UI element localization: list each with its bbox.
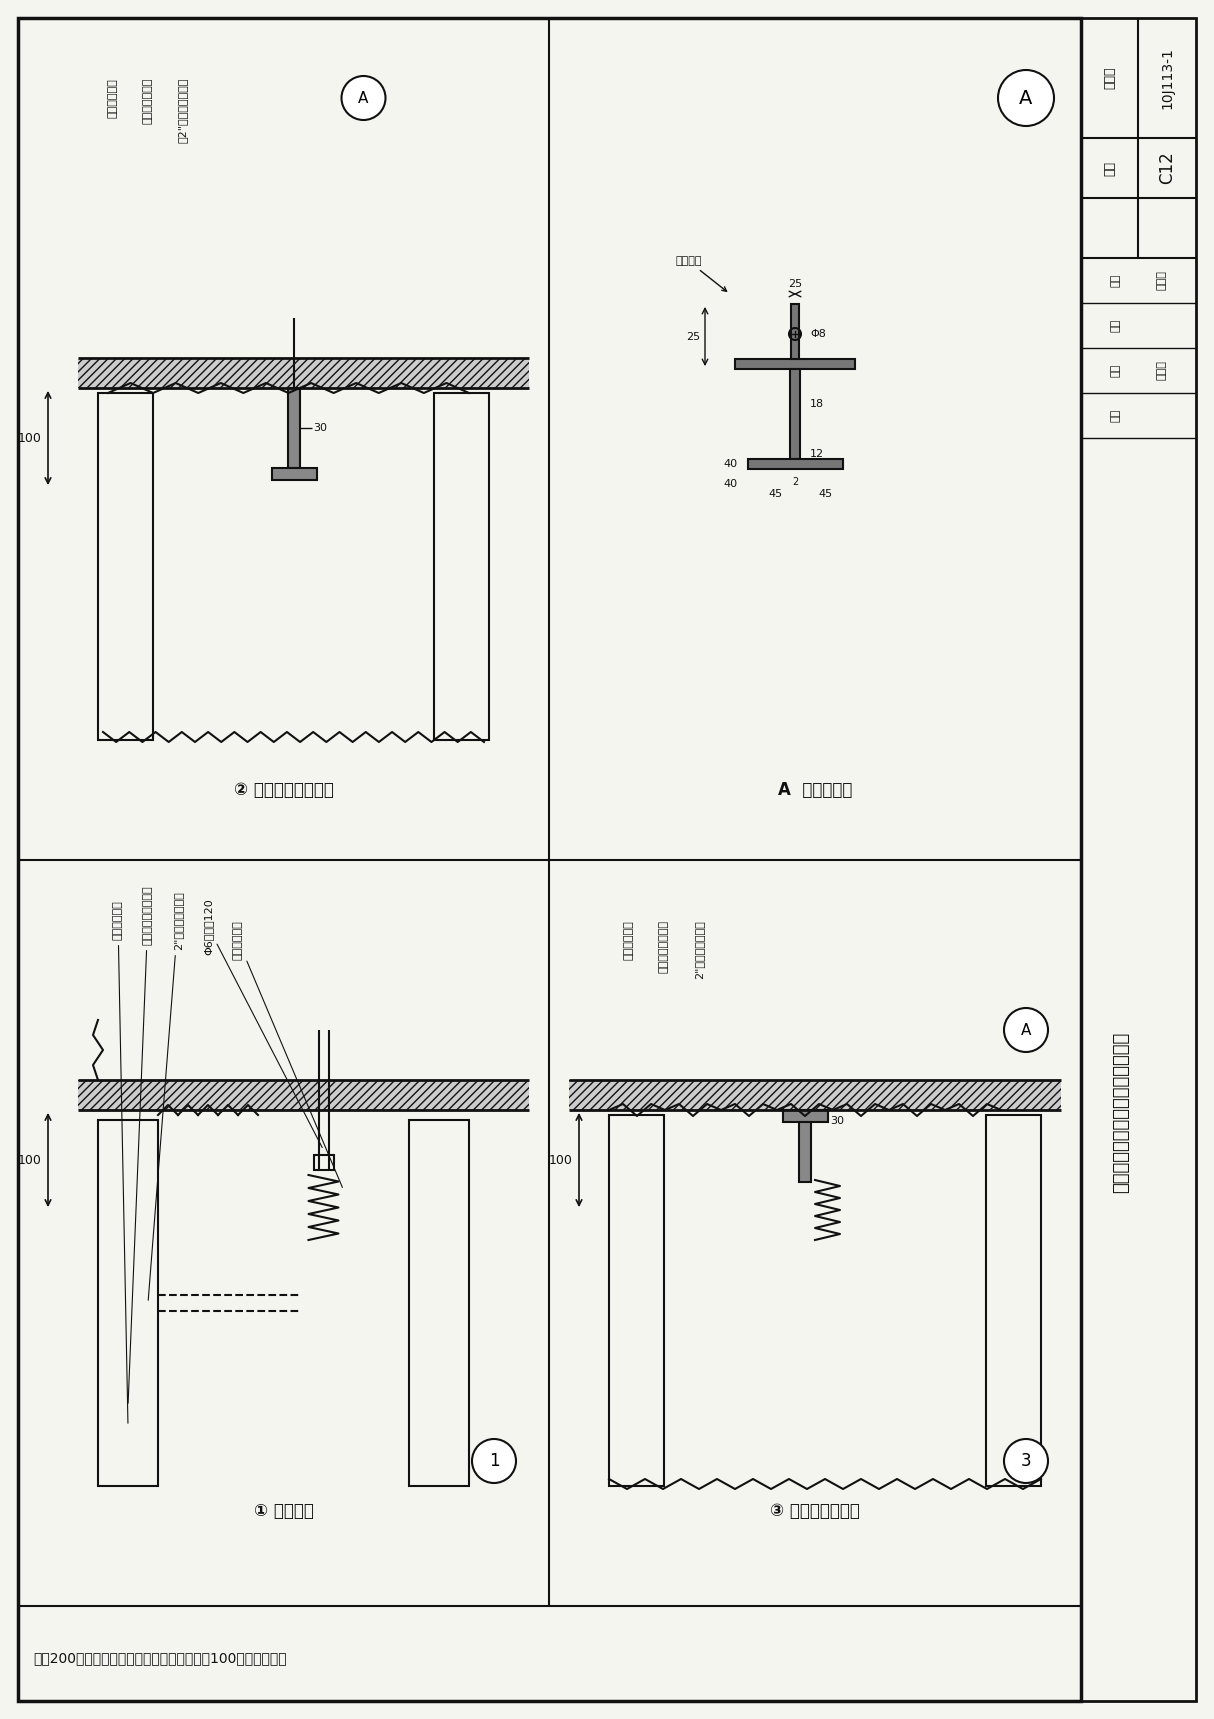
Text: 植物纤维条板开孔用: 植物纤维条板开孔用 xyxy=(129,885,153,1403)
Text: 100: 100 xyxy=(549,1153,573,1167)
Bar xyxy=(569,1080,1061,1110)
Circle shape xyxy=(1004,1439,1048,1483)
Text: 植物纤维条板: 植物纤维条板 xyxy=(113,901,127,1423)
Text: 25: 25 xyxy=(686,332,700,342)
Bar xyxy=(783,1110,828,1123)
Bar xyxy=(790,370,800,459)
Text: 2"粘结剂预埋钢件: 2"粘结剂预埋钢件 xyxy=(694,920,704,978)
Text: 审核: 审核 xyxy=(1111,273,1121,287)
Text: 2"粘结剂预埋钢件: 2"粘结剂预埋钢件 xyxy=(148,890,183,1300)
Circle shape xyxy=(998,70,1054,125)
Text: A: A xyxy=(1020,88,1033,108)
Text: 图集号: 图集号 xyxy=(1104,67,1116,89)
Text: ② 钢板垂直吊挂埋件: ② 钢板垂直吊挂埋件 xyxy=(233,780,334,799)
Text: 用2"粘结剂预埋钢件: 用2"粘结剂预埋钢件 xyxy=(178,77,188,143)
Text: 植物纤维条板预埋件、吊挂件节点: 植物纤维条板预埋件、吊挂件节点 xyxy=(1112,1031,1130,1193)
Text: 植物纤维条板: 植物纤维条板 xyxy=(624,920,634,959)
Text: 10J113-1: 10J113-1 xyxy=(1161,46,1174,108)
Circle shape xyxy=(472,1439,516,1483)
Text: 张云东: 张云东 xyxy=(1157,270,1167,291)
Bar xyxy=(792,304,799,359)
Text: A: A xyxy=(1021,1023,1031,1038)
Text: 页次: 页次 xyxy=(1104,160,1116,175)
Text: 注：200厚植物纤维条板上设置吊挂件时参照100厚条板构造。: 注：200厚植物纤维条板上设置吊挂件时参照100厚条板构造。 xyxy=(33,1650,287,1666)
Text: 30: 30 xyxy=(830,1116,844,1126)
Text: 2: 2 xyxy=(792,476,798,486)
Text: A: A xyxy=(358,91,369,105)
Bar xyxy=(799,1123,811,1183)
Text: 设计: 设计 xyxy=(1111,364,1121,376)
Bar xyxy=(433,394,489,739)
Text: 1: 1 xyxy=(489,1453,499,1470)
Text: 制图: 制图 xyxy=(1111,409,1121,423)
Text: 100: 100 xyxy=(18,1153,42,1167)
Bar xyxy=(78,358,529,388)
Bar xyxy=(272,468,317,480)
Bar xyxy=(98,394,153,739)
Text: 12: 12 xyxy=(810,449,824,459)
Bar xyxy=(409,1121,469,1485)
Text: 25: 25 xyxy=(788,278,802,289)
Bar xyxy=(18,17,1080,1702)
Text: 入墙面线: 入墙面线 xyxy=(675,256,727,291)
Text: 杨公东: 杨公东 xyxy=(1157,361,1167,380)
Bar xyxy=(98,1121,158,1485)
Bar xyxy=(1080,17,1196,1702)
Text: 钢板垂直吊挂件: 钢板垂直吊挂件 xyxy=(143,77,153,124)
Bar xyxy=(986,1116,1040,1485)
Text: 校对: 校对 xyxy=(1111,320,1121,332)
Text: 30: 30 xyxy=(313,423,328,433)
Text: 100: 100 xyxy=(18,431,42,445)
Text: 45: 45 xyxy=(818,488,832,499)
Text: 软质材料堵孔: 软质材料堵孔 xyxy=(233,920,342,1188)
Circle shape xyxy=(1004,1007,1048,1052)
Text: A  钢板吊挂件: A 钢板吊挂件 xyxy=(778,780,852,799)
Bar xyxy=(609,1116,664,1485)
Text: ① 吊挂埋件: ① 吊挂埋件 xyxy=(254,1502,313,1520)
Bar xyxy=(734,359,855,370)
Text: 18: 18 xyxy=(810,399,824,409)
Text: 钢板水平吊挂件用: 钢板水平吊挂件用 xyxy=(659,920,669,973)
Text: Φ6螺栓长120: Φ6螺栓长120 xyxy=(203,899,322,1148)
Bar xyxy=(78,1080,529,1110)
Bar xyxy=(313,1155,334,1171)
Text: Φ8: Φ8 xyxy=(810,328,826,339)
Bar xyxy=(288,388,300,468)
Circle shape xyxy=(341,76,386,120)
Text: 植物纤维条板: 植物纤维条板 xyxy=(108,77,118,117)
Text: 40: 40 xyxy=(724,480,738,488)
Bar xyxy=(748,459,843,469)
Text: 45: 45 xyxy=(768,488,782,499)
Text: 40: 40 xyxy=(724,459,738,469)
Text: 3: 3 xyxy=(1021,1453,1032,1470)
Text: ③ 钢板水平吊挂件: ③ 钢板水平吊挂件 xyxy=(770,1502,860,1520)
Text: C12: C12 xyxy=(1158,151,1176,184)
